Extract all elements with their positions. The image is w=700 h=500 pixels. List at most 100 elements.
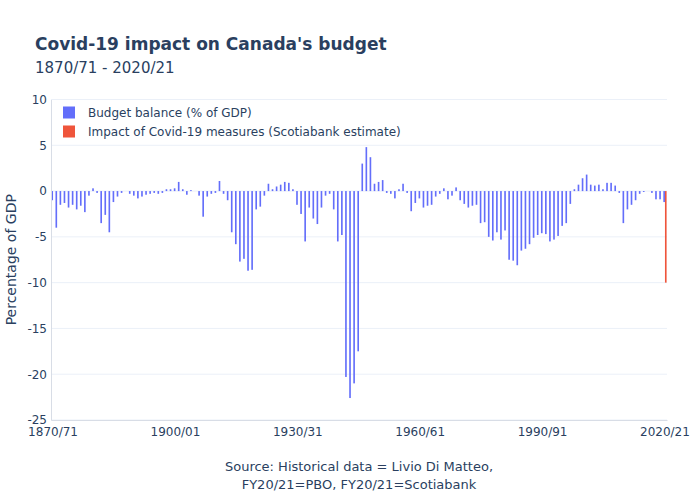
bar bbox=[194, 191, 196, 192]
tick-label: 0 bbox=[39, 184, 47, 198]
bar bbox=[321, 191, 323, 207]
bar bbox=[423, 191, 425, 207]
bar bbox=[484, 191, 486, 222]
bar bbox=[247, 191, 249, 271]
bar bbox=[623, 191, 625, 223]
legend: Budget balance (% of GDP)Impact of Covid… bbox=[63, 106, 401, 139]
bar bbox=[488, 191, 490, 237]
bar bbox=[606, 183, 608, 191]
bar bbox=[133, 191, 135, 196]
bar bbox=[639, 191, 641, 194]
bar bbox=[129, 191, 131, 194]
bar bbox=[631, 191, 633, 205]
bar bbox=[402, 184, 404, 191]
bar bbox=[353, 191, 355, 383]
bar bbox=[76, 191, 78, 209]
bar bbox=[345, 191, 347, 377]
bar bbox=[451, 191, 453, 196]
bar bbox=[219, 181, 221, 191]
bar bbox=[472, 191, 474, 206]
bars bbox=[51, 147, 666, 398]
bar bbox=[378, 182, 380, 191]
axis-line bbox=[52, 420, 668, 421]
bar bbox=[117, 191, 119, 196]
title: Covid-19 impact on Canada's budget bbox=[35, 34, 387, 54]
grid-line bbox=[51, 374, 667, 375]
tick-label: -5 bbox=[35, 230, 47, 244]
bar bbox=[590, 185, 592, 191]
bar bbox=[329, 191, 331, 194]
bar bbox=[325, 191, 327, 196]
bar bbox=[614, 186, 616, 191]
bar bbox=[492, 191, 494, 240]
bar bbox=[390, 191, 392, 194]
bar bbox=[480, 191, 482, 223]
tick-label: 5 bbox=[39, 139, 47, 153]
bar bbox=[635, 191, 637, 200]
tick-label: -20 bbox=[27, 368, 47, 382]
bar bbox=[627, 191, 629, 209]
bar bbox=[655, 191, 657, 199]
bar bbox=[157, 191, 159, 194]
bar bbox=[255, 191, 257, 209]
bar bbox=[55, 191, 57, 228]
bar bbox=[288, 183, 290, 191]
bar bbox=[382, 180, 384, 191]
bar bbox=[60, 191, 62, 205]
axis-line bbox=[51, 100, 52, 421]
tick: 1990/91 bbox=[518, 420, 568, 439]
bar bbox=[512, 191, 514, 261]
bar bbox=[137, 191, 139, 198]
bar bbox=[243, 191, 245, 259]
tick: 10 bbox=[32, 93, 51, 107]
bar bbox=[349, 191, 351, 398]
bar bbox=[304, 191, 306, 241]
tick: -10 bbox=[27, 276, 51, 290]
bar bbox=[594, 186, 596, 191]
tick: 1960/61 bbox=[395, 420, 445, 439]
tick-label: -10 bbox=[27, 276, 47, 290]
bar bbox=[586, 175, 588, 191]
tick-label: 2020/21 bbox=[640, 425, 690, 439]
tick-label: 1990/91 bbox=[518, 425, 568, 439]
bar bbox=[665, 191, 667, 283]
bar bbox=[341, 191, 343, 235]
bar bbox=[84, 191, 86, 212]
bar bbox=[570, 191, 572, 204]
bar bbox=[361, 164, 363, 191]
y-axis: -25-20-15-10-50510 bbox=[27, 93, 51, 428]
bar bbox=[109, 191, 111, 232]
legend-swatch bbox=[63, 126, 75, 138]
bar bbox=[459, 191, 461, 200]
bar bbox=[211, 191, 213, 194]
bar bbox=[227, 191, 229, 200]
bar bbox=[561, 191, 563, 226]
bar bbox=[317, 191, 319, 224]
tick-label: -15 bbox=[27, 322, 47, 336]
bar bbox=[88, 191, 90, 196]
bar bbox=[366, 147, 368, 191]
bar bbox=[251, 191, 253, 270]
bar bbox=[296, 191, 298, 205]
bar bbox=[215, 191, 217, 193]
bar bbox=[333, 191, 335, 209]
bar bbox=[239, 191, 241, 262]
bar bbox=[149, 191, 151, 194]
bar bbox=[72, 191, 74, 205]
bar bbox=[80, 191, 82, 206]
grid bbox=[51, 100, 667, 421]
grid-line bbox=[51, 99, 667, 100]
bar bbox=[496, 191, 498, 232]
bar bbox=[643, 191, 645, 193]
bar bbox=[182, 189, 184, 191]
bar bbox=[231, 191, 233, 232]
bar bbox=[500, 191, 502, 240]
bar bbox=[386, 191, 388, 193]
bar bbox=[582, 178, 584, 191]
tick: -20 bbox=[27, 368, 51, 382]
tick: 2020/21 bbox=[640, 420, 690, 439]
bar bbox=[521, 191, 523, 251]
bar bbox=[104, 191, 106, 215]
chart: -25-20-15-10-505101870/711900/011930/311… bbox=[0, 0, 700, 500]
series bbox=[665, 191, 667, 283]
